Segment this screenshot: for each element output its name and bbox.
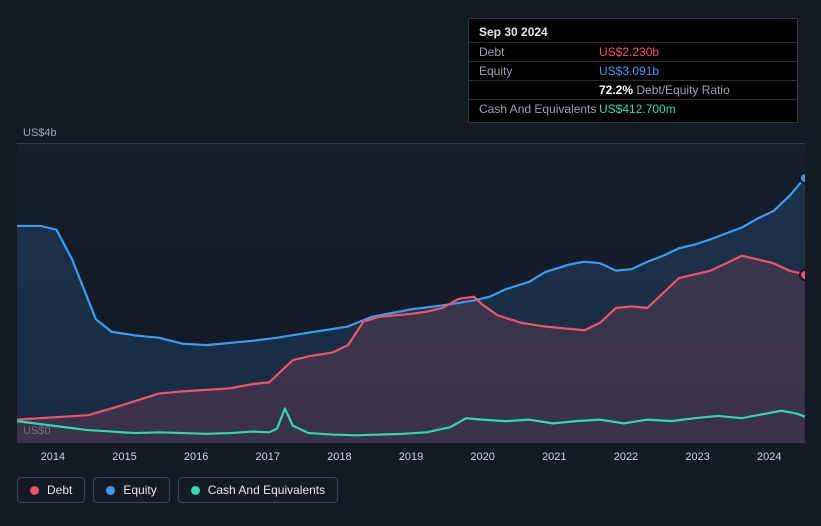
x-axis-tick: 2014	[17, 451, 89, 463]
chart-container: 2014201520162017201820192020202120222023…	[17, 143, 805, 503]
x-axis-tick: 2018	[304, 451, 376, 463]
tooltip-value: US$2.230b	[599, 45, 659, 59]
x-axis-tick: 2019	[375, 451, 447, 463]
tooltip-row: 72.2% Debt/Equity Ratio	[469, 80, 797, 99]
legend-item[interactable]: Equity	[93, 477, 169, 503]
x-axis-tick: 2016	[160, 451, 232, 463]
x-axis-tick: 2023	[662, 451, 734, 463]
series-end-marker	[799, 269, 805, 281]
tooltip-value: US$3.091b	[599, 64, 659, 78]
x-axis: 2014201520162017201820192020202120222023…	[17, 443, 805, 463]
chart-tooltip: Sep 30 2024 DebtUS$2.230bEquityUS$3.091b…	[468, 18, 798, 123]
legend-label: Cash And Equivalents	[208, 483, 325, 497]
tooltip-label: Cash And Equivalents	[479, 102, 599, 116]
legend-dot	[30, 486, 39, 495]
y-axis-max-label: US$4b	[23, 127, 57, 139]
legend-item[interactable]: Debt	[17, 477, 85, 503]
legend-item[interactable]: Cash And Equivalents	[178, 477, 338, 503]
tooltip-row: Cash And EquivalentsUS$412.700m	[469, 99, 797, 118]
chart-svg	[17, 144, 805, 442]
legend-label: Debt	[47, 483, 72, 497]
tooltip-label: Equity	[479, 64, 599, 78]
tooltip-value: US$412.700m	[599, 102, 676, 116]
x-axis-tick: 2024	[733, 451, 805, 463]
x-axis-tick: 2021	[518, 451, 590, 463]
chart-plot-area[interactable]	[17, 143, 805, 443]
tooltip-row: DebtUS$2.230b	[469, 42, 797, 61]
x-axis-tick: 2015	[89, 451, 161, 463]
x-axis-tick: 2020	[447, 451, 519, 463]
tooltip-row: EquityUS$3.091b	[469, 61, 797, 80]
x-axis-tick: 2017	[232, 451, 304, 463]
series-end-marker	[799, 172, 805, 184]
x-axis-tick: 2022	[590, 451, 662, 463]
chart-legend: Debt Equity Cash And Equivalents	[17, 477, 805, 503]
tooltip-label: Debt	[479, 45, 599, 59]
legend-label: Equity	[123, 483, 156, 497]
tooltip-date: Sep 30 2024	[469, 23, 797, 42]
legend-dot	[106, 486, 115, 495]
legend-dot	[191, 486, 200, 495]
